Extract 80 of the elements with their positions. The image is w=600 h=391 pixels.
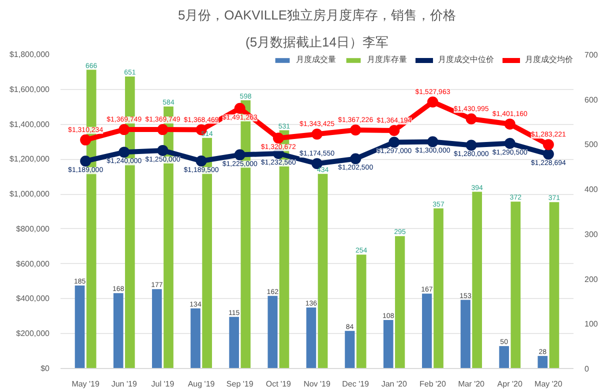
bar: [344, 330, 355, 368]
x-tick-label: Feb '20: [419, 380, 446, 388]
bar: [268, 296, 278, 368]
bar: [499, 346, 509, 368]
point: [504, 118, 516, 130]
bar: [549, 202, 560, 368]
point: [312, 128, 322, 140]
bar: [510, 202, 521, 368]
y2-tick-label: 700: [584, 50, 598, 60]
bar: [460, 300, 470, 368]
point: [196, 156, 207, 166]
y-tick-label: $0: [40, 364, 50, 373]
bar: [152, 289, 162, 368]
point: [388, 125, 400, 136]
x-tick-label: Jan '20: [381, 380, 408, 388]
point: [388, 136, 400, 148]
x-tick-label: May '20: [534, 380, 563, 388]
point: [234, 102, 246, 114]
bar: [395, 236, 405, 368]
bar: [356, 254, 366, 368]
point: [157, 144, 168, 156]
y-tick-label: $200,000: [16, 329, 50, 338]
x-tick-label: Jul '19: [151, 380, 175, 388]
y2-tick-label: 300: [584, 230, 598, 239]
point: [466, 113, 477, 124]
point: [80, 134, 92, 146]
y-tick-label: $1,400,000: [9, 120, 50, 129]
bar: [538, 356, 548, 368]
bar: [306, 307, 316, 368]
y2-tick-label: 200: [584, 274, 598, 284]
x-tick-label: Apr '20: [497, 380, 523, 388]
legend-label: 月度库存量: [367, 54, 407, 65]
y2-tick-label: 100: [584, 320, 598, 329]
x-tick-label: Mar '20: [458, 380, 486, 388]
point: [504, 138, 516, 149]
x-tick-label: Sep '19: [226, 380, 254, 388]
y2-tick-label: 0: [584, 364, 590, 374]
y-tick-label: $1,800,000: [9, 50, 50, 59]
point: [466, 140, 477, 151]
bar: [472, 192, 482, 368]
chart-title: 5月份，OAKVILLE独立房月度库存，销售，价格: [178, 8, 456, 22]
point: [80, 156, 92, 167]
bar: [74, 286, 85, 368]
bar: [434, 208, 444, 368]
x-tick-label: May '19: [72, 380, 100, 388]
y-tick-label: $400,000: [16, 294, 50, 304]
point: [234, 149, 246, 160]
y-tick-label: $1,200,000: [9, 154, 50, 164]
y-tick-label: $800,000: [16, 224, 50, 234]
x-tick-label: Oct '19: [266, 380, 292, 388]
point: [350, 124, 362, 136]
bar: [422, 294, 432, 368]
bar: [190, 308, 200, 368]
point: [427, 136, 438, 148]
chart-subtitle: (5月数据截止14日）李军: [245, 34, 389, 50]
x-tick-label: Jun '19: [111, 380, 138, 388]
point: [427, 96, 438, 108]
y-tick-label: $1,600,000: [9, 84, 50, 94]
point: [542, 148, 554, 160]
bar: [113, 293, 124, 368]
legend-label: 月度成交中位价: [438, 54, 494, 65]
point: [118, 146, 130, 158]
y-tick-label: $1,000,000: [9, 190, 50, 199]
bar: [229, 316, 239, 368]
point: [350, 153, 362, 164]
legend-label: 月度成交量: [296, 54, 336, 65]
y2-tick-label: 600: [584, 95, 598, 104]
legend-label: 月度成交均价: [525, 54, 573, 65]
point: [157, 124, 168, 136]
bar: [318, 174, 328, 368]
y2-tick-label: 400: [584, 185, 598, 194]
bar: [383, 320, 394, 368]
point: [272, 132, 284, 144]
x-tick-label: Aug '19: [188, 380, 216, 388]
x-tick-label: Dec '19: [342, 380, 370, 388]
point: [118, 124, 130, 136]
point: [542, 139, 554, 150]
x-tick-label: Nov '19: [304, 380, 331, 388]
y2-tick-label: 500: [584, 140, 598, 150]
y-tick-label: $600,000: [16, 259, 50, 268]
